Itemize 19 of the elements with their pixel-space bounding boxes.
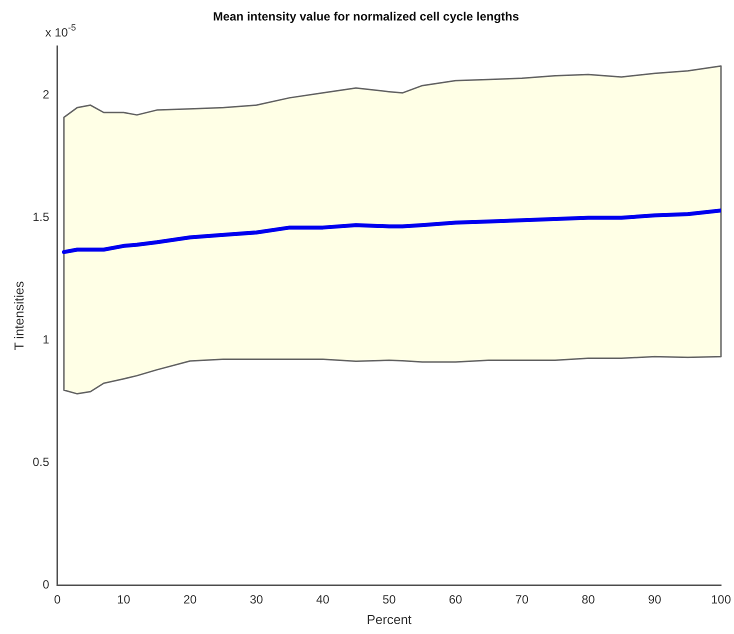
y-tick-label: 0	[42, 577, 50, 592]
x-tick-label: 80	[582, 592, 596, 607]
x-tick-label: 10	[116, 592, 131, 607]
x-tick-label: 40	[316, 592, 330, 607]
x-tick-label: 30	[250, 592, 264, 607]
y-tick-label: 1.5	[32, 210, 50, 224]
x-tick-label: 90	[648, 592, 662, 607]
x-tick-label: 50	[382, 592, 396, 607]
y-tick-label: 2	[42, 88, 50, 102]
x-tick-label: 0	[54, 592, 61, 607]
x-tick-label: 70	[515, 592, 529, 607]
y-axis-title: T intensities	[11, 280, 26, 350]
x-tick-label: 60	[448, 592, 462, 607]
y-tick-label: 0.5	[32, 454, 50, 469]
chart-title: Mean intensity value for normalized cell cycle lengths	[212, 10, 520, 24]
y-tick-label: 1	[42, 332, 50, 346]
x-tick-label: 100	[710, 592, 732, 607]
x-axis-title: Percent	[366, 612, 412, 627]
x-tick-label: 20	[183, 592, 198, 607]
